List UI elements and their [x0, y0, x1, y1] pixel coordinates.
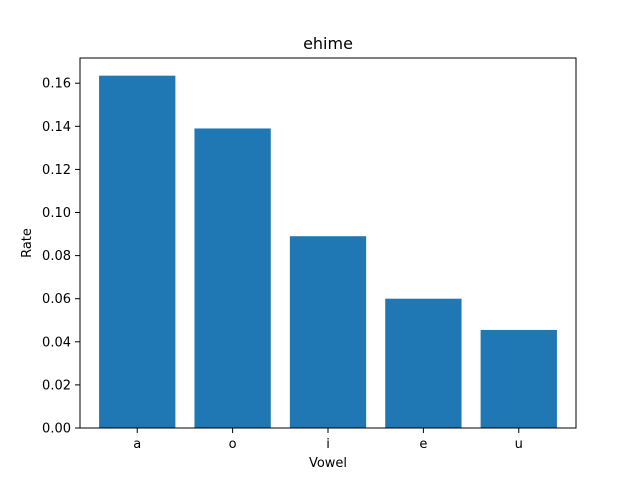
- x-tick-label-i: i: [326, 437, 330, 452]
- bars-group: [99, 75, 557, 429]
- x-tick-label-a: a: [133, 437, 141, 452]
- plot-frame: [79, 57, 577, 429]
- bar-a: [99, 75, 176, 429]
- y-tick-label-5: 0.10: [42, 206, 71, 221]
- x-tick-label-o: o: [229, 437, 237, 452]
- y-tick-label-4: 0.08: [42, 249, 71, 264]
- y-tick-label-8: 0.16: [42, 77, 71, 92]
- x-axis-label: Vowel: [309, 456, 347, 471]
- bar-e: [385, 298, 462, 428]
- y-axis-ticks: 0.00 0.02 0.04 0.06 0.08 0.10 0.12 0.14 0.16: [42, 77, 80, 437]
- bar-u: [480, 329, 557, 428]
- y-tick-label-1: 0.02: [42, 378, 71, 393]
- chart-title: ehime: [303, 34, 353, 53]
- y-tick-label-0: 0.00: [42, 422, 71, 437]
- y-tick-label-2: 0.04: [42, 335, 71, 350]
- y-tick-label-3: 0.06: [42, 292, 71, 307]
- x-tick-label-e: e: [419, 437, 427, 452]
- y-tick-label-6: 0.12: [42, 163, 71, 178]
- bar-i: [289, 236, 367, 428]
- y-tick-label-7: 0.14: [42, 120, 71, 135]
- y-axis-label: Rate: [20, 228, 35, 258]
- bar-o: [194, 128, 271, 428]
- x-tick-label-u: u: [515, 437, 523, 452]
